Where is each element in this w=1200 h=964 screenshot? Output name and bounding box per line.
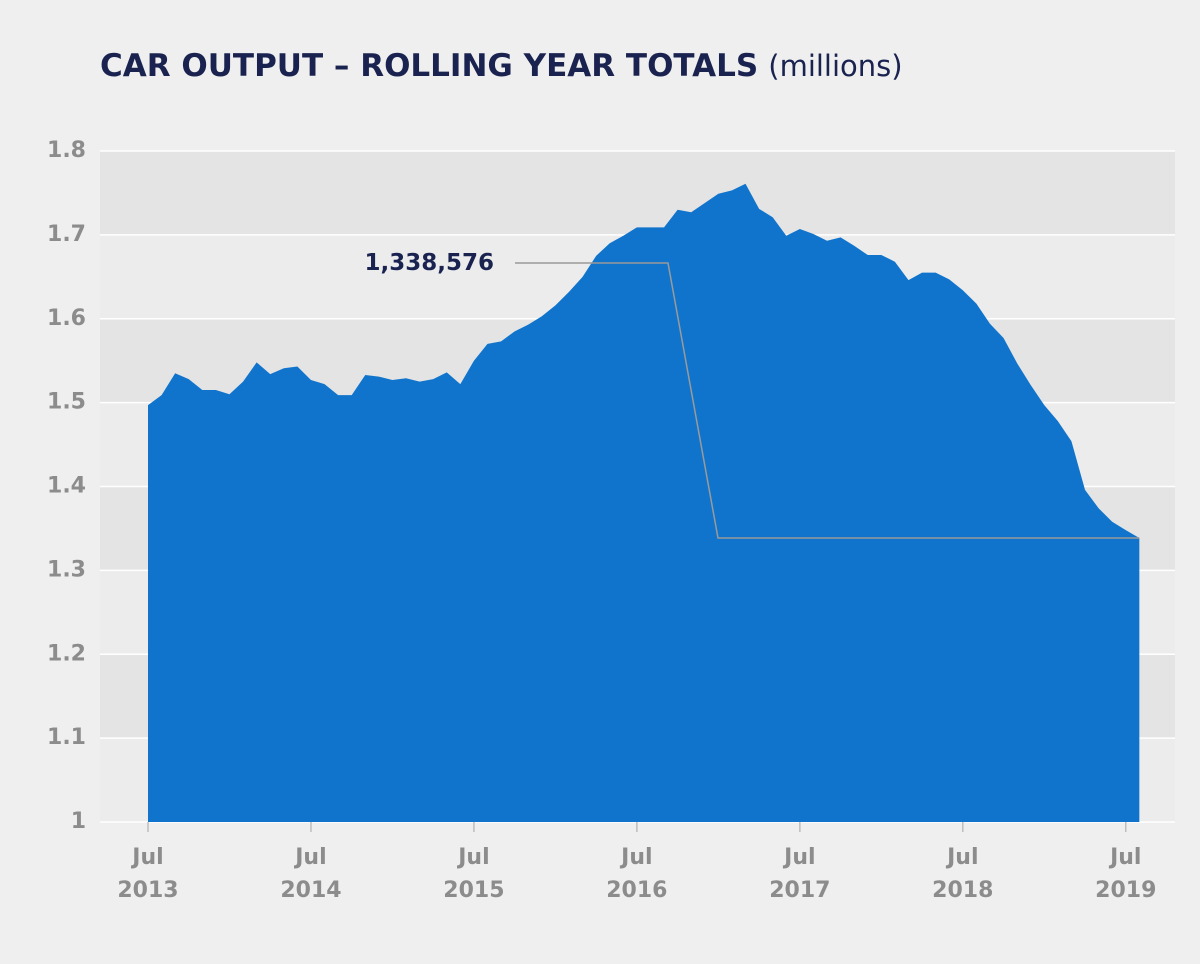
leader-line — [515, 262, 1140, 539]
title: CAR OUTPUT – ROLLING YEAR TOTALS — [100, 48, 758, 84]
x-tick-label: Jul — [945, 845, 978, 870]
x-tick-label: Jul — [293, 845, 326, 870]
x-tick-label: Jul — [782, 845, 815, 870]
y-tick-label: 1.4 — [47, 474, 86, 499]
x-tick-label: Jul — [130, 845, 163, 870]
x-tick-label: 2017 — [769, 878, 830, 903]
y-tick-label: 1 — [71, 809, 86, 834]
x-tick-label: Jul — [1108, 845, 1141, 870]
y-tick-label: 1.8 — [47, 138, 86, 163]
x-tick-label: 2014 — [280, 878, 341, 903]
x-tick-label: Jul — [456, 845, 489, 870]
y-tick-label: 1.1 — [47, 725, 86, 750]
band — [100, 151, 1175, 235]
x-tick-label: 2019 — [1095, 878, 1156, 903]
plot: 1 1.1 1.2 1.3 1.4 1.5 1.6 1.7 1.8 Jul 2013 Jul 2014 J… — [47, 138, 1175, 903]
y-tick-label: 1.2 — [47, 641, 86, 666]
y-tick-label: 1.5 — [47, 390, 86, 415]
x-tick-label: Jul — [619, 845, 652, 870]
chart-title: CAR OUTPUT – ROLLING YEAR TOTALS (million… — [100, 48, 903, 84]
y-tick-label: 1.6 — [47, 306, 86, 331]
x-tick-label: 2015 — [443, 878, 504, 903]
y-tick-label: 1.7 — [47, 222, 86, 247]
y-tick-label: 1.3 — [47, 557, 86, 582]
area — [148, 183, 1140, 822]
x-tick-label: 2018 — [932, 878, 993, 903]
subtitle: (millions) — [768, 49, 902, 83]
annotation-label: 1,338,576 — [365, 250, 495, 276]
x-tick-label: 2013 — [117, 878, 178, 903]
x-tick-label: 2016 — [606, 878, 667, 903]
